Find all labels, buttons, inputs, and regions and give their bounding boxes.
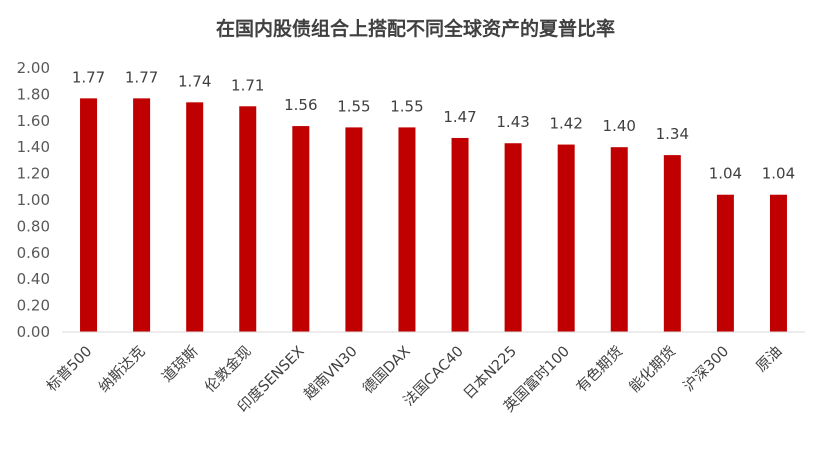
y-tick-label: 1.80 (17, 85, 50, 103)
bar (239, 106, 257, 332)
bar-value-label: 1.55 (337, 97, 370, 115)
bar (769, 194, 787, 332)
x-tick-label: 能化期货 (626, 343, 679, 396)
y-tick-label: 1.60 (17, 112, 50, 130)
y-tick-label: 1.00 (17, 191, 50, 209)
y-tick-label: 1.40 (17, 138, 50, 156)
bar-value-label: 1.04 (709, 165, 742, 183)
y-tick-label: 0.60 (17, 244, 50, 262)
x-tick-label: 越南VN30 (300, 343, 360, 403)
data-labels: 1.77 1.77 1.74 1.71 1.56 1.55 1.55 1.47 1.43 1.42… (72, 68, 795, 182)
bar (398, 127, 416, 333)
bar-value-label: 1.47 (443, 108, 476, 126)
bar (186, 102, 204, 332)
x-tick-label: 沪深300 (680, 343, 732, 395)
bar (716, 194, 734, 332)
x-tick-label: 有色期货 (573, 343, 626, 396)
bar-value-label: 1.56 (284, 96, 317, 114)
bar (610, 147, 628, 332)
bar-value-label: 1.04 (762, 165, 795, 183)
bar-value-label: 1.40 (603, 117, 636, 135)
bar-value-label: 1.77 (125, 68, 158, 86)
x-tick-label: 伦敦金现 (202, 343, 255, 396)
bar (345, 127, 363, 333)
bar (557, 144, 575, 332)
y-tick-label: 0.80 (17, 217, 50, 235)
x-tick-label: 原油 (753, 343, 786, 376)
bar-value-label: 1.55 (390, 97, 423, 115)
y-tick-label: 2.00 (17, 59, 50, 77)
bar (663, 155, 681, 332)
x-tick-label: 德国DAX (360, 343, 414, 397)
chart-title: 在国内股债组合上搭配不同全球资产的夏普比率 (215, 18, 615, 40)
bar (292, 126, 310, 332)
bar-series (80, 98, 787, 333)
bar (504, 143, 522, 332)
x-tick-label: 标普500 (43, 343, 95, 395)
bar-value-label: 1.77 (72, 68, 105, 86)
y-tick-label: 0.00 (17, 323, 50, 341)
x-tick-label: 纳斯达克 (95, 343, 148, 396)
bar (451, 137, 469, 332)
bar-value-label: 1.42 (549, 115, 582, 133)
bar-value-label: 1.71 (231, 76, 264, 94)
y-axis: 0.00 0.20 0.40 0.60 0.80 1.00 1.20 1.40 1.60 1.80… (17, 59, 50, 341)
x-tick-label: 道琼斯 (159, 343, 202, 386)
y-tick-label: 1.20 (17, 165, 50, 183)
bar-value-label: 1.74 (178, 72, 211, 90)
bar-value-label: 1.43 (496, 113, 529, 131)
bar (80, 98, 98, 332)
y-tick-label: 0.40 (17, 270, 50, 288)
bar-value-label: 1.34 (656, 125, 689, 143)
y-tick-label: 0.20 (17, 297, 50, 315)
bar (133, 98, 151, 332)
